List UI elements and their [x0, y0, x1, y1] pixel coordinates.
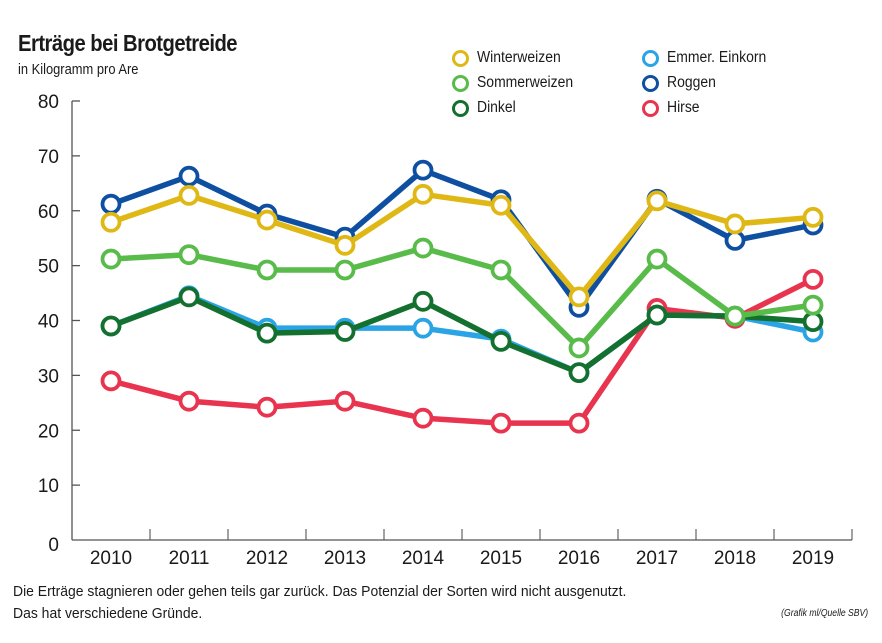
data-point: [334, 321, 356, 342]
series-line: [108, 276, 816, 426]
data-point: [802, 268, 824, 290]
data-point: [100, 193, 122, 215]
caption-line-1: Die Erträge stagnieren oder gehen teils …: [13, 583, 627, 600]
data-point: [100, 248, 122, 270]
x-tick-label: 2014: [402, 548, 445, 569]
data-point: [490, 194, 512, 216]
data-point: [178, 184, 200, 206]
legend-item-winterweizen: Winterweizen: [452, 49, 570, 67]
data-point: [178, 244, 200, 266]
series-line: [108, 167, 816, 311]
data-point: [256, 322, 278, 344]
data-point: [802, 206, 824, 228]
data-point: [724, 213, 746, 235]
legend-marker-icon: [642, 74, 659, 92]
x-tick-label: 2012: [246, 548, 288, 569]
series-line: [108, 294, 816, 376]
x-tick-label: 2016: [558, 548, 600, 569]
chart-subtitle: in Kilogramm pro Are: [18, 61, 139, 78]
data-point: [724, 305, 746, 327]
data-point: [256, 209, 278, 231]
data-point: [568, 412, 590, 434]
y-tick-label: 40: [38, 312, 59, 333]
y-tick-label: 10: [38, 476, 59, 497]
data-point: [334, 259, 356, 281]
caption: Die Erträge stagnieren oder gehen teils …: [13, 581, 626, 625]
data-point: [256, 259, 278, 281]
series-layer: [100, 159, 824, 434]
y-tick-label: 60: [38, 202, 59, 223]
legend-item-dinkel: Dinkel: [452, 99, 520, 117]
y-tick-label: 80: [38, 92, 59, 113]
source-note: (Grafik ml/Quelle SBV): [781, 608, 868, 619]
data-point: [412, 290, 434, 312]
y-tick-label: 20: [38, 421, 59, 442]
data-point: [412, 183, 434, 205]
data-point: [100, 315, 122, 337]
caption-line-2: Das hat verschiedene Gründe.: [13, 605, 203, 622]
legend-item-sommerweizen: Sommerweizen: [452, 74, 584, 92]
data-point: [802, 311, 824, 332]
data-point: [412, 317, 434, 339]
legend-label: Roggen: [667, 74, 716, 91]
data-point: [802, 294, 824, 316]
data-point: [178, 165, 200, 187]
x-tick-label: 2015: [480, 548, 522, 569]
data-point: [412, 407, 434, 429]
legend-label: Emmer. Einkorn: [667, 49, 767, 66]
y-tick-label: 0: [48, 535, 59, 556]
data-point: [412, 237, 434, 259]
data-point: [334, 234, 356, 256]
data-point: [100, 370, 122, 392]
data-point: [724, 229, 746, 251]
legend-item-hirse: Hirse: [642, 99, 703, 117]
x-tick-label: 2019: [792, 548, 834, 569]
y-tick-label: 70: [38, 147, 59, 168]
legend-marker-icon: [452, 49, 469, 67]
legend-item-emmer-einkorn: Emmer. Einkorn: [642, 49, 777, 67]
data-point: [490, 412, 512, 434]
legend-label: Dinkel: [477, 99, 516, 116]
data-point: [568, 362, 590, 384]
x-tick-label: 2017: [636, 548, 678, 569]
legend: Winterweizen Sommerweizen Dinkel Emmer. …: [452, 49, 872, 129]
legend-label: Sommerweizen: [477, 74, 574, 91]
data-point: [178, 286, 200, 308]
data-point: [646, 190, 668, 212]
axes: 0 10 20 30 40 50 60 70 80 2010 2011 2012 2013 2014 201…: [38, 92, 853, 569]
data-point: [568, 286, 590, 308]
series-sommerweizen: [100, 237, 824, 359]
legend-marker-icon: [642, 99, 659, 117]
data-point: [490, 259, 512, 281]
data-point: [256, 396, 278, 418]
x-tick-label: 2018: [714, 548, 756, 569]
x-tick-label: 2013: [324, 548, 366, 569]
y-tick-label: 50: [38, 257, 59, 278]
legend-label: Winterweizen: [477, 49, 561, 66]
data-point: [178, 390, 200, 412]
legend-marker-icon: [642, 49, 659, 67]
legend-item-roggen: Roggen: [642, 74, 721, 92]
chart-title: Erträge bei Brotgetreide: [18, 30, 238, 56]
series-roggen: [100, 159, 824, 318]
data-point: [412, 159, 434, 181]
series-winterweizen: [100, 183, 824, 308]
series-line: [108, 191, 816, 300]
data-point: [334, 390, 356, 412]
legend-marker-icon: [452, 74, 469, 92]
x-tick-label: 2011: [169, 548, 210, 569]
series-dinkel: [100, 286, 824, 384]
data-point: [568, 337, 590, 359]
x-tick-label: 2010: [90, 548, 132, 569]
data-point: [646, 248, 668, 270]
data-point: [100, 211, 122, 233]
legend-marker-icon: [452, 99, 469, 117]
data-point: [646, 304, 668, 326]
legend-label: Hirse: [667, 99, 700, 116]
series-line: [108, 245, 816, 351]
data-point: [490, 330, 512, 352]
series-hirse: [100, 268, 824, 434]
y-tick-label: 30: [38, 366, 59, 387]
